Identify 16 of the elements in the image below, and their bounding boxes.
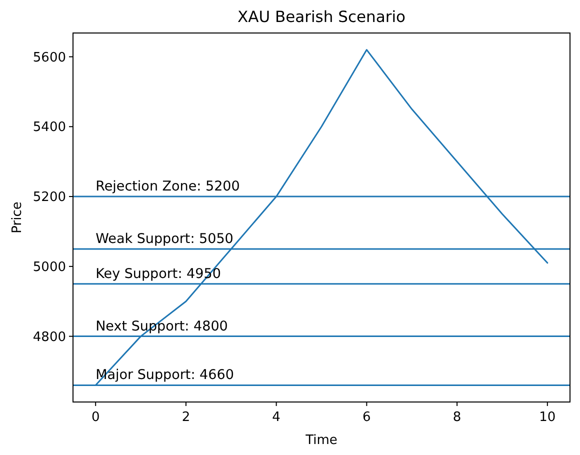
- x-tick-label: 6: [362, 410, 371, 425]
- x-tick-label: 8: [452, 410, 462, 425]
- x-tick-label: 10: [539, 410, 556, 425]
- x-tick-label: 4: [272, 410, 280, 425]
- y-tick-label: 5200: [32, 190, 66, 206]
- y-tick-label: 4800: [32, 330, 66, 345]
- ref-line-label: Rejection Zone: 5200: [96, 178, 240, 195]
- x-axis-title: Time: [304, 433, 338, 448]
- x-tick-label: 0: [91, 410, 100, 425]
- ref-line-label: Weak Support: 5050: [96, 230, 234, 247]
- x-tick-label: 2: [182, 410, 190, 425]
- y-tick-label: 5000: [32, 260, 66, 275]
- y-axis-title: Price: [10, 202, 25, 234]
- chart-title: XAU Bearish Scenario: [237, 8, 406, 26]
- y-tick-label: 5600: [32, 50, 66, 66]
- y-tick-label: 5400: [32, 120, 66, 136]
